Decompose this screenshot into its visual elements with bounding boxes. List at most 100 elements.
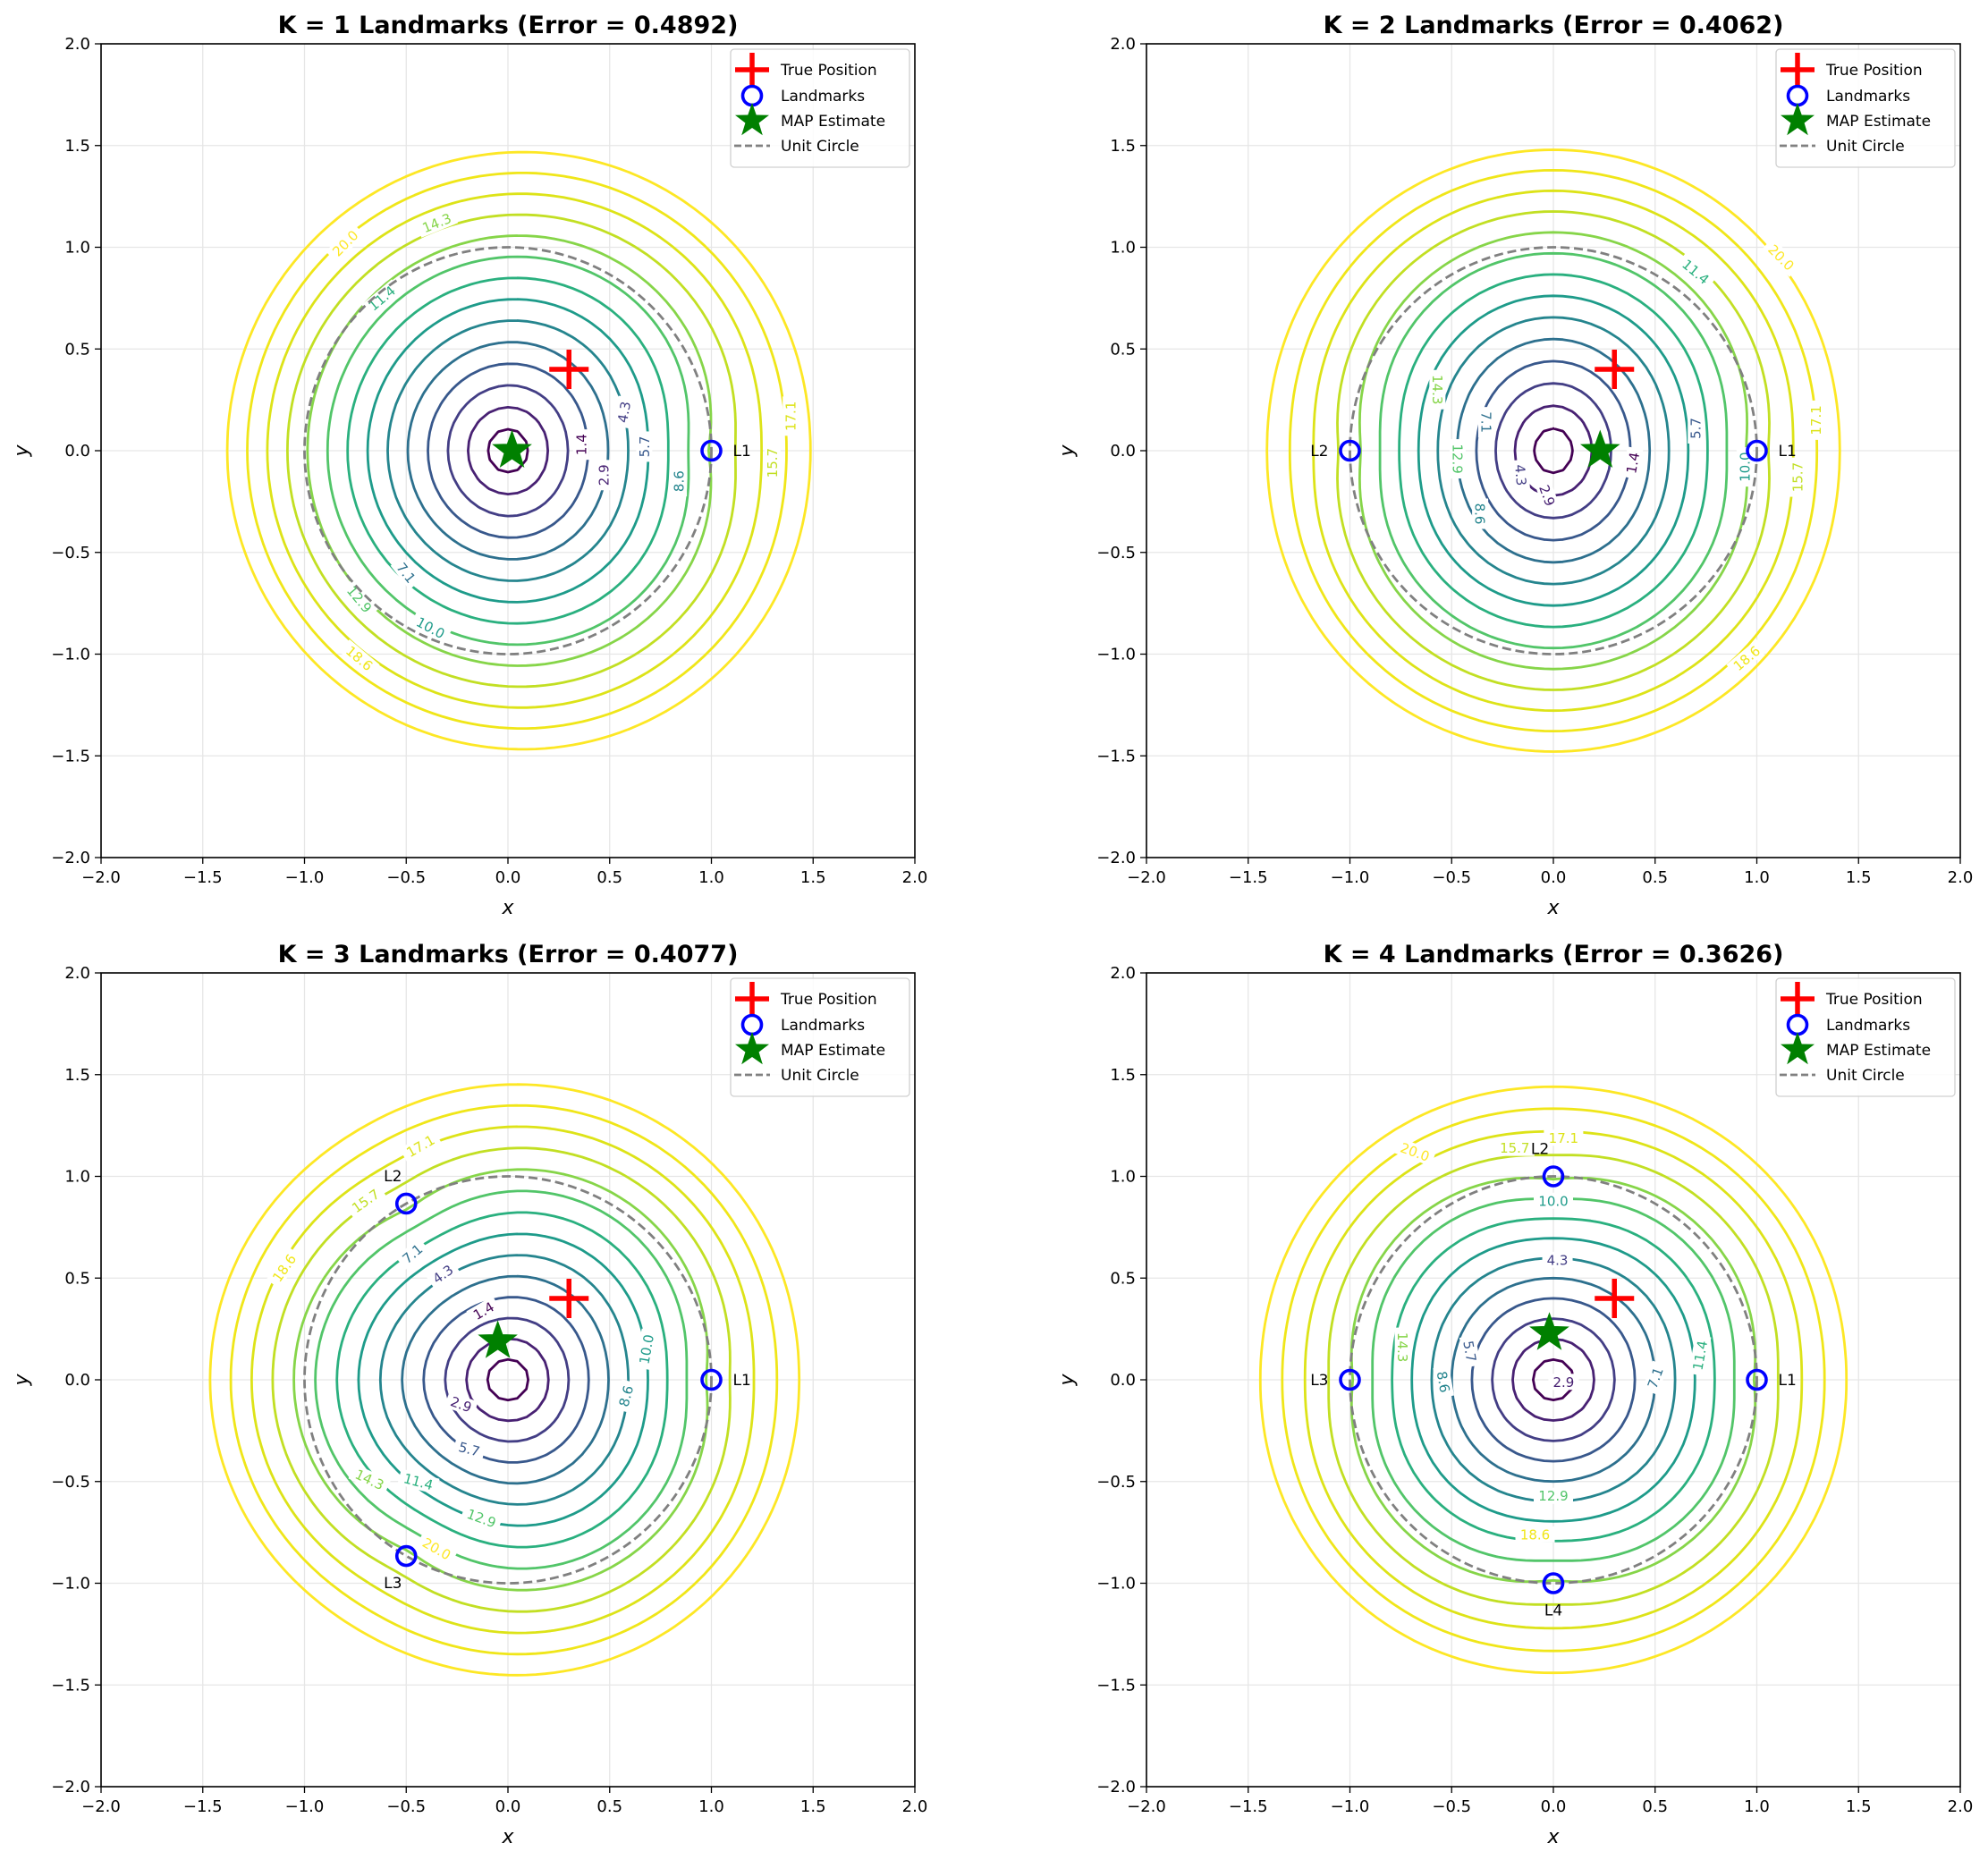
axis-ticks: −2.0 −1.5 −1.0 −0.5 0.0 0.5 1.0 1.5 2.0 −2.0 −1.5 −…	[1096, 35, 1973, 887]
legend-box	[1775, 48, 1956, 168]
contour-label-bg	[415, 207, 459, 238]
contour-label-bg	[1688, 1334, 1712, 1376]
contour-label: 5.7	[1688, 418, 1705, 439]
landmark-label: L2	[1310, 443, 1328, 461]
contour-label-bg	[326, 224, 365, 263]
contour-label-bg	[572, 429, 589, 461]
contour-label-bg	[426, 1258, 461, 1289]
contour-label: 4.3	[1547, 1252, 1569, 1268]
contour-label-bg	[764, 443, 781, 483]
x-tick-label: 0.5	[1642, 1797, 1668, 1816]
x-tick-label: −1.0	[1331, 868, 1370, 887]
contour-level-7.1	[401, 1274, 610, 1485]
y-tick-label: −2.0	[51, 1778, 90, 1797]
legend-map-estimate-label: MAP Estimate	[781, 1042, 885, 1060]
legend-box	[730, 48, 910, 168]
contour-level-17.1	[266, 192, 763, 709]
unit-circle	[1349, 1175, 1758, 1585]
contour-label: 18.6	[1520, 1526, 1550, 1543]
contour-level-14.3	[1349, 1176, 1757, 1584]
y-tick-label: −1.5	[1096, 1676, 1136, 1695]
contour-label: 12.9	[1538, 1488, 1568, 1504]
contour-labels: 1.42.94.35.77.18.610.011.412.914.315.717…	[266, 1129, 658, 1566]
contour-level-10.0	[366, 298, 650, 604]
contour-label-bg	[1761, 237, 1801, 277]
legend-landmarks-label: Landmarks	[1826, 88, 1910, 106]
contour-label-bg	[390, 555, 422, 590]
y-tick-label: −1.0	[51, 1575, 90, 1594]
contour-label-bg	[1807, 400, 1824, 440]
landmark-marker	[1339, 439, 1361, 462]
landmark-label: L2	[384, 1168, 402, 1186]
contour-label-bg	[1534, 478, 1561, 513]
contour-label-bg	[453, 1437, 486, 1461]
contour-label-bg	[783, 396, 799, 436]
contour-level-4.3	[1491, 1317, 1616, 1442]
legend-true-position-label: True Position	[780, 991, 877, 1009]
legend-true-position-icon	[1781, 982, 1815, 1016]
x-tick-label: 1.0	[698, 868, 724, 887]
legend-unit-circle-label: Unit Circle	[1826, 138, 1905, 156]
y-tick-label: −2.0	[1096, 1778, 1136, 1797]
landmark-label: L2	[1531, 1141, 1549, 1159]
true-position-marker	[1595, 350, 1635, 389]
contour-label-bg	[1544, 1129, 1584, 1146]
true-position-marker	[1595, 1279, 1635, 1318]
legend-unit-circle-label: Unit Circle	[781, 138, 859, 156]
landmark-marker	[700, 439, 723, 462]
contour-level-20.0	[225, 150, 812, 751]
contour-level-17.1	[1303, 1129, 1804, 1630]
x-tick-label: 0.0	[1541, 1797, 1567, 1816]
contour-label-bg	[395, 1238, 429, 1270]
legend-landmarks-label: Landmarks	[781, 88, 865, 106]
landmark-label: L1	[733, 1372, 751, 1390]
contour-label-bg	[1642, 1360, 1669, 1395]
chart-title: K = 4 Landmarks (Error = 0.3626)	[1324, 941, 1784, 968]
x-axis-label: x	[501, 1826, 514, 1848]
subplot-1: 1.42.94.35.78.67.110.011.412.914.315.717…	[11, 12, 927, 919]
contour-label: 4.3	[614, 401, 634, 425]
contour-label-bg	[1477, 407, 1494, 438]
y-tick-label: −1.0	[1096, 1575, 1136, 1594]
legend-true-position-icon	[735, 53, 769, 87]
x-tick-label: 1.0	[698, 1797, 724, 1816]
subplot-3: 1.42.94.35.77.18.610.011.412.914.315.717…	[11, 941, 927, 1848]
y-tick-label: −0.5	[1096, 544, 1136, 562]
contour-label-bg	[1534, 1192, 1573, 1209]
chart-title: K = 2 Landmarks (Error = 0.4062)	[1324, 12, 1784, 39]
contour-label: 4.3	[1511, 464, 1529, 486]
contour-label-bg	[635, 1328, 658, 1371]
y-axis-label: y	[1056, 1374, 1079, 1387]
legend-landmarks-label: Landmarks	[781, 1017, 865, 1035]
contour-label: 17.1	[1808, 405, 1824, 435]
x-tick-label: −1.5	[1229, 868, 1268, 887]
landmark-label: L3	[1310, 1372, 1328, 1390]
legend-map-estimate-icon	[1781, 1032, 1815, 1065]
contour-label-bg	[1394, 1327, 1411, 1367]
legend-box	[1775, 977, 1956, 1097]
legend: True Position Landmarks MAP Estimate Unit C…	[1775, 977, 1956, 1097]
contour-label-bg	[466, 1296, 501, 1325]
true-position-marker	[549, 350, 589, 389]
contour-level-5.7	[427, 362, 589, 539]
x-tick-label: 1.0	[1744, 1797, 1770, 1816]
contour-label-bg	[399, 1129, 442, 1163]
contour-level-1.4	[486, 1357, 529, 1402]
contour-level-5.7	[1470, 1297, 1637, 1463]
x-tick-label: 0.5	[1642, 868, 1668, 887]
map-estimate-marker	[492, 429, 532, 469]
contour-label-bg	[1459, 1334, 1481, 1368]
y-tick-label: 0.0	[1110, 442, 1136, 461]
contour-level-1.4	[1533, 427, 1574, 475]
contour-level-4.3	[1494, 382, 1612, 520]
contour-label: 15.7	[1790, 462, 1806, 492]
contour-label: 5.7	[1459, 1340, 1479, 1364]
x-tick-label: 1.5	[1846, 1797, 1872, 1816]
y-tick-label: −1.5	[51, 1676, 90, 1695]
contour-level-8.6	[1436, 316, 1671, 586]
legend-map-estimate-icon	[735, 103, 769, 136]
contour-level-15.7	[271, 1146, 732, 1613]
contour-label: 2.9	[1552, 1374, 1574, 1391]
y-tick-label: 1.5	[64, 137, 90, 156]
